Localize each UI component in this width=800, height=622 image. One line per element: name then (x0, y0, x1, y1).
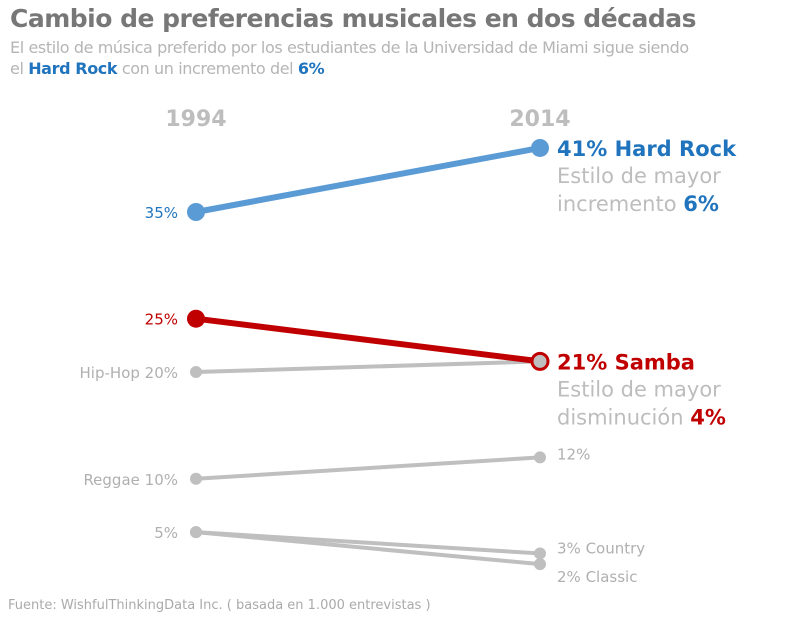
slope-line-reggae (194, 455, 542, 481)
point-1994-hip-hop (190, 366, 202, 379)
note-line2-hard rock: incremento 6% (557, 192, 719, 216)
note-value-hard rock: 6% (683, 192, 719, 216)
point-2014-country (534, 547, 546, 560)
left-label-samba: 25% (145, 311, 178, 329)
subtitle-line1: El estilo de música preferido por los es… (10, 38, 689, 57)
chart-title: Cambio de preferencias musicales en dos … (10, 4, 697, 33)
source-footer: Fuente: WishfulThinkingData Inc. ( basad… (8, 598, 431, 613)
subtitle-highlight-percent: 6% (297, 59, 325, 78)
chart-subtitle: El estilo de música preferido por los es… (10, 37, 800, 79)
point-2014-classic (534, 558, 546, 571)
year-label-1994: 1994 (165, 107, 226, 132)
slope-line-samba (193, 315, 543, 365)
point-1994-hard rock (187, 203, 205, 221)
slope-line-hip-hop (194, 359, 542, 375)
right-label-hard rock: 41% Hard Rock (557, 137, 737, 161)
year-label-2014: 2014 (509, 107, 570, 132)
left-label-country: 5% (154, 524, 178, 542)
note-line1-hard rock: Estilo de mayor (557, 164, 721, 188)
point-1994-country (190, 526, 202, 539)
note-value-samba: 4% (690, 405, 726, 429)
point-1994-samba (187, 309, 205, 328)
point-2014-reggae (534, 451, 546, 464)
right-label-reggae: 12% (557, 445, 590, 463)
note-line2-samba: disminución 4% (557, 405, 726, 429)
right-label-samba: 21% Samba (557, 350, 695, 374)
slope-line-country (194, 530, 542, 556)
note-line1-samba: Estilo de mayor (557, 377, 721, 401)
left-label-hard rock: 35% (145, 204, 178, 222)
subtitle-mid: con un incremento del (117, 59, 298, 78)
left-label-reggae: Reggae 10% (83, 471, 178, 489)
point-2014-samba (530, 351, 550, 371)
left-label-hip-hop: Hip-Hop 20% (80, 364, 178, 382)
point-2014-hard rock (531, 138, 549, 157)
slope-line-hard rock (193, 144, 543, 215)
right-label-classic: 2% Classic (557, 568, 637, 586)
subtitle-pre: el (10, 59, 29, 78)
point-1994-reggae (190, 472, 202, 485)
subtitle-highlight-hardrock: Hard Rock (28, 59, 118, 78)
right-label-country: 3% Country (557, 539, 645, 557)
